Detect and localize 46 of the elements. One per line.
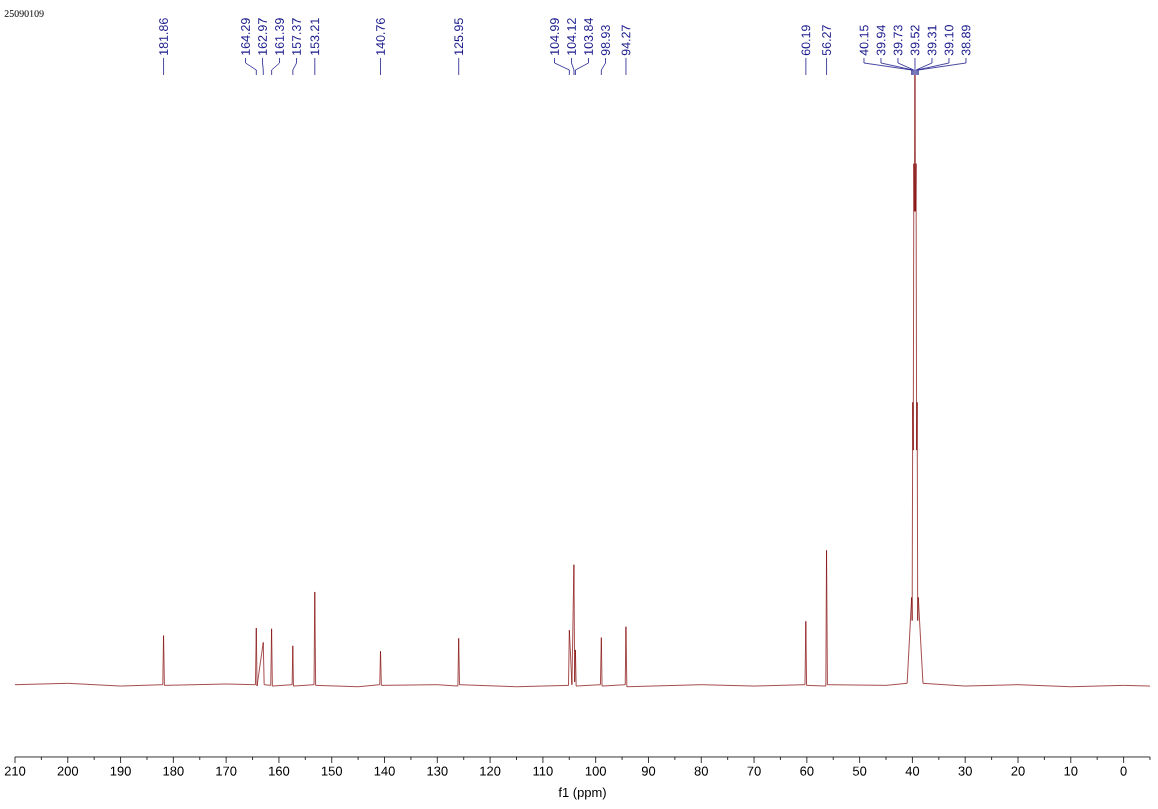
x-tick-label: 180 <box>163 766 184 776</box>
x-tick-label: 100 <box>585 766 606 776</box>
x-tick-label: 140 <box>374 766 395 776</box>
x-tick-label: 170 <box>216 766 237 776</box>
x-tick-label: 120 <box>480 766 501 776</box>
annotation: 104.99 <box>550 18 559 55</box>
text: 25090109 <box>4 10 44 17</box>
x-tick-label: 70 <box>747 766 761 776</box>
x-tick-label: 200 <box>57 766 79 776</box>
x-tick-label: 40 <box>905 766 920 776</box>
annotation: 103.84 <box>584 18 593 55</box>
annotation: 94.27 <box>621 25 631 56</box>
x-tick-label: 20 <box>1011 766 1025 776</box>
x-axis-title: f1 (ppm) <box>558 787 606 800</box>
annotation: 38.89 <box>961 25 971 56</box>
annotation: 98.93 <box>601 25 610 56</box>
annotation: 60.19 <box>801 25 811 56</box>
x-tick-label: 10 <box>1064 766 1078 776</box>
x-tick-label: 50 <box>852 766 867 776</box>
x-tick-label: 60 <box>800 766 814 776</box>
x-tick-label: 150 <box>321 766 343 776</box>
annotation: 39.31 <box>927 25 937 56</box>
annotation: 56.27 <box>822 25 831 56</box>
annotation: 40.15 <box>859 25 869 56</box>
annotation: 161.39 <box>275 18 284 55</box>
x-tick-label: 90 <box>641 766 656 776</box>
x-tick-label: 0 <box>1120 766 1127 776</box>
x-tick-label: 160 <box>269 766 290 776</box>
annotation: 39.94 <box>876 24 886 56</box>
annotation: 39.73 <box>893 25 903 56</box>
x-tick-label: 30 <box>958 766 972 776</box>
x-tick-label: 210 <box>4 766 26 776</box>
x-tick-label: 110 <box>533 766 553 776</box>
annotation: 162.97 <box>258 18 267 55</box>
annotation: 140.76 <box>376 18 385 55</box>
x-tick-label: 80 <box>694 766 708 776</box>
annotation: 181.86 <box>159 18 168 55</box>
annotation: 153.21 <box>310 18 320 55</box>
annotation: 157.37 <box>292 18 301 55</box>
annotation: 104.12 <box>567 18 576 55</box>
x-tick-label: 130 <box>427 766 448 776</box>
annotation: 39.10 <box>944 25 954 56</box>
annotation: 164.29 <box>241 18 250 55</box>
annotation: 125.95 <box>454 18 464 55</box>
annotation: 39.52 <box>910 25 920 56</box>
x-tick-label: 190 <box>110 766 131 776</box>
